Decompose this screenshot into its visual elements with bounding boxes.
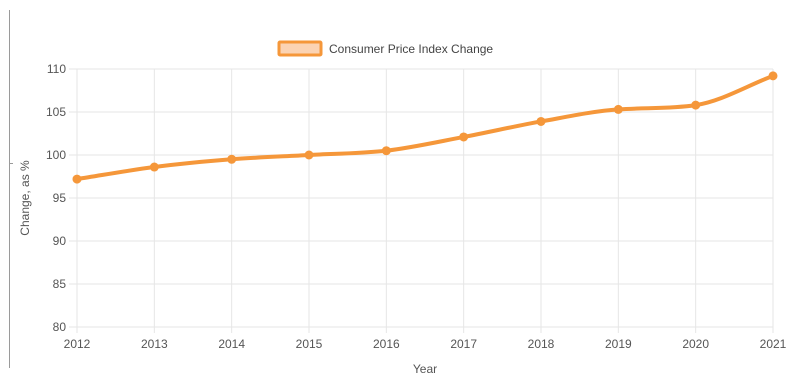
data-point[interactable] — [691, 100, 701, 110]
legend-label: Consumer Price Index Change — [329, 42, 493, 56]
data-point[interactable] — [381, 146, 391, 156]
data-point[interactable] — [613, 104, 623, 114]
data-point[interactable] — [149, 162, 159, 172]
x-tick-label: 2016 — [373, 337, 400, 351]
y-axis-title: Change, as % — [18, 160, 32, 236]
x-tick-label: 2017 — [450, 337, 477, 351]
x-axis-title: Year — [413, 362, 437, 375]
x-tick-label: 2019 — [605, 337, 632, 351]
y-tick-label: 80 — [53, 320, 67, 334]
data-point[interactable] — [227, 154, 237, 164]
y-tick-label: 110 — [47, 62, 66, 76]
y-tick-label: 85 — [53, 277, 67, 291]
x-tick-label: 2014 — [218, 337, 245, 351]
data-point[interactable] — [304, 150, 314, 160]
legend[interactable]: Consumer Price Index Change — [277, 40, 493, 57]
x-tick-label: 2021 — [760, 337, 787, 351]
data-point[interactable] — [459, 132, 469, 142]
y-tick-label: 90 — [53, 234, 67, 248]
y-tick-label: 95 — [53, 191, 67, 205]
data-point[interactable] — [536, 116, 546, 126]
grid-lines — [69, 68, 774, 333]
x-tick-label: 2018 — [528, 337, 555, 351]
window-edge-tick — [9, 163, 13, 164]
legend-swatch — [277, 40, 323, 57]
window-edge-rule — [9, 10, 10, 368]
y-tick-label: 100 — [46, 148, 66, 162]
data-point[interactable] — [72, 174, 82, 184]
data-point[interactable] — [768, 71, 778, 81]
x-tick-label: 2020 — [682, 337, 709, 351]
y-tick-label: 105 — [46, 105, 66, 119]
x-axis-ticks: 2012 2013 2014 2015 2016 2017 2018 2019 2020 2021 — [64, 337, 787, 351]
x-tick-label: 2015 — [296, 337, 323, 351]
x-tick-label: 2012 — [64, 337, 91, 351]
series-line — [75, 73, 775, 182]
x-tick-label: 2013 — [141, 337, 168, 351]
y-axis-ticks: 80 85 90 95 100 105 110 — [46, 62, 66, 334]
series-layer — [72, 71, 778, 184]
